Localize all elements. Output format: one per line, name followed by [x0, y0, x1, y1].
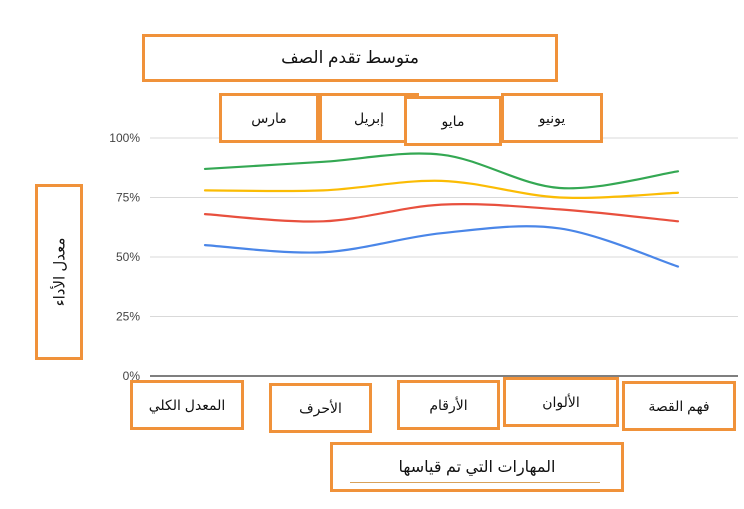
- x-tick-label-overall: المعدل الكلي: [130, 380, 244, 430]
- series-line-2: [203, 179, 680, 199]
- x-tick-label-letters: الأحرف: [269, 383, 372, 433]
- x-tick-label-story: فهم القصة: [622, 381, 736, 431]
- x-axis-label-underline: [350, 482, 600, 483]
- x-tick-label-colors: الألوان: [503, 377, 619, 427]
- y-axis-label: معدل الأداء: [35, 184, 83, 360]
- y-tick-label: 25%: [116, 310, 140, 324]
- y-tick-label: 50%: [116, 250, 140, 264]
- legend-item-may: مايو: [404, 96, 502, 146]
- series-line-0: [203, 225, 680, 268]
- legend-item-march: مارس: [219, 93, 319, 143]
- legend-item-june: يونيو: [501, 93, 603, 143]
- legend-item-april: إبريل: [319, 93, 419, 143]
- y-tick-label: 100%: [109, 131, 140, 145]
- x-axis-label: المهارات التي تم قياسها: [330, 442, 624, 492]
- y-tick-label: 0%: [123, 369, 141, 383]
- x-tick-label-numbers: الأرقام: [397, 380, 500, 430]
- y-axis-label-text: معدل الأداء: [51, 237, 68, 307]
- series-line-1: [203, 203, 680, 223]
- series-line-3: [203, 152, 680, 190]
- y-tick-label: 75%: [116, 191, 140, 205]
- chart-title: متوسط تقدم الصف: [142, 34, 558, 82]
